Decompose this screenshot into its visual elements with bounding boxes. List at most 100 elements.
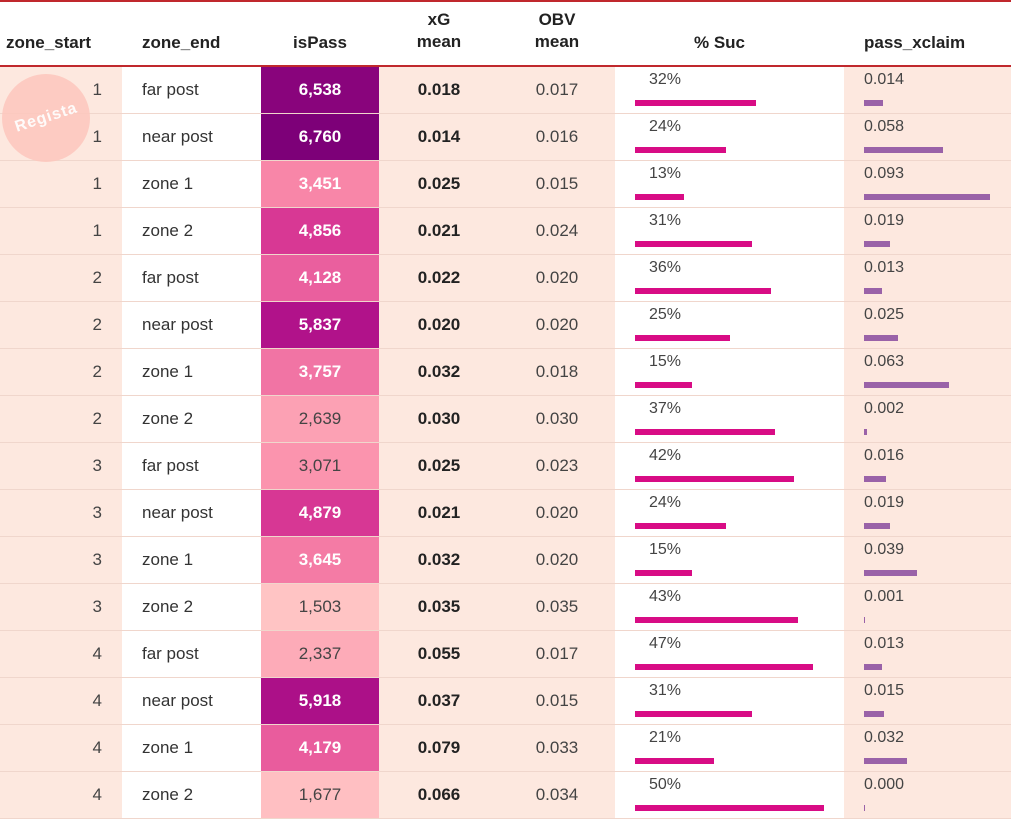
suc-label: 31% <box>649 681 682 699</box>
zone-end-cell: zone 2 <box>122 207 261 255</box>
suc-bar <box>635 381 692 388</box>
regista-watermark-logo: Regista <box>2 74 90 162</box>
xclaim-cell: 0.025 <box>844 301 1011 349</box>
table-row: 4 zone 1 4,179 0.079 0.033 21% 0.032 <box>0 724 1011 772</box>
xclaim-label: 0.001 <box>864 587 905 605</box>
xg-mean-cell: 0.025 <box>379 442 499 490</box>
xg-mean-cell: 0.032 <box>379 536 499 584</box>
suc-cell: 24% <box>615 113 844 161</box>
suc-bar <box>635 522 726 529</box>
zone-end-cell: near post <box>122 113 261 161</box>
ispass-cell: 3,071 <box>261 442 379 490</box>
zone-end-cell: far post <box>122 66 261 114</box>
xclaim-label: 0.025 <box>864 305 905 323</box>
suc-bar <box>635 804 824 811</box>
suc-cell: 42% <box>615 442 844 490</box>
suc-cell: 37% <box>615 395 844 443</box>
zone-end-cell: far post <box>122 630 261 678</box>
header-ispass[interactable]: isPass <box>293 33 347 52</box>
xclaim-bar <box>864 569 917 576</box>
obv-mean-cell: 0.030 <box>499 395 615 443</box>
xclaim-bar <box>864 616 865 623</box>
ispass-cell: 6,760 <box>261 113 379 161</box>
xg-mean-cell: 0.018 <box>379 66 499 114</box>
xclaim-bar <box>864 522 890 529</box>
table-row: 3 far post 3,071 0.025 0.023 42% 0.016 <box>0 442 1011 490</box>
zone-start-cell: 3 <box>0 442 122 490</box>
ispass-cell: 5,837 <box>261 301 379 349</box>
ispass-cell: 1,677 <box>261 771 379 819</box>
table-row: 1 zone 1 3,451 0.025 0.015 13% 0.093 <box>0 160 1011 208</box>
zone-end-cell: zone 1 <box>122 536 261 584</box>
suc-label: 25% <box>649 305 682 323</box>
table-row: 2 zone 2 2,639 0.030 0.030 37% 0.002 <box>0 395 1011 443</box>
header-zone-start[interactable]: zone_start <box>6 33 92 52</box>
xg-mean-cell: 0.014 <box>379 113 499 161</box>
zone-start-cell: 4 <box>0 677 122 725</box>
header-xg-mean[interactable]: xG mean <box>379 2 499 66</box>
zone-end-cell: zone 1 <box>122 348 261 396</box>
xclaim-bar <box>864 804 865 811</box>
suc-bar <box>635 757 714 764</box>
suc-bar <box>635 710 752 717</box>
suc-cell: 15% <box>615 348 844 396</box>
top-rule <box>0 0 1011 2</box>
obv-mean-cell: 0.017 <box>499 66 615 114</box>
ispass-cell: 2,639 <box>261 395 379 443</box>
xg-mean-cell: 0.037 <box>379 677 499 725</box>
xclaim-cell: 0.000 <box>844 771 1011 819</box>
table-body: 1 far post 6,538 0.018 0.017 32% 0.014 1 near po… <box>0 66 1011 819</box>
suc-cell: 31% <box>615 207 844 255</box>
suc-bar <box>635 193 684 200</box>
zone-start-cell: 3 <box>0 583 122 631</box>
header-suc[interactable]: % Suc <box>693 33 746 52</box>
suc-bar <box>635 240 752 247</box>
xclaim-bar <box>864 334 898 341</box>
suc-label: 13% <box>649 164 682 182</box>
ispass-cell: 4,879 <box>261 489 379 537</box>
obv-mean-cell: 0.015 <box>499 160 615 208</box>
suc-label: 50% <box>649 775 682 793</box>
ispass-cell: 4,856 <box>261 207 379 255</box>
obv-mean-cell: 0.015 <box>499 677 615 725</box>
zone-start-cell: 2 <box>0 301 122 349</box>
suc-label: 32% <box>649 71 682 88</box>
obv-mean-cell: 0.024 <box>499 207 615 255</box>
zone-start-cell: 2 <box>0 348 122 396</box>
suc-cell: 24% <box>615 489 844 537</box>
suc-cell: 43% <box>615 583 844 631</box>
obv-mean-cell: 0.020 <box>499 301 615 349</box>
suc-bar <box>635 569 692 576</box>
xclaim-bar <box>864 193 990 200</box>
watermark-text: Regista <box>12 99 80 136</box>
header-zone-end[interactable]: zone_end <box>142 33 221 52</box>
xclaim-cell: 0.016 <box>844 442 1011 490</box>
obv-mean-cell: 0.016 <box>499 113 615 161</box>
zone-start-cell: 4 <box>0 771 122 819</box>
suc-cell: 47% <box>615 630 844 678</box>
suc-label: 24% <box>649 117 682 135</box>
header-row: zone_start zone_end isPass xG mean OBV mea… <box>0 2 1011 66</box>
table-row: 2 near post 5,837 0.020 0.020 25% 0.025 <box>0 301 1011 349</box>
xclaim-label: 0.014 <box>864 71 905 88</box>
obv-mean-cell: 0.018 <box>499 348 615 396</box>
header-pass-xclaim[interactable]: pass_xclaim <box>864 33 966 52</box>
suc-cell: 15% <box>615 536 844 584</box>
table-row: 1 near post 6,760 0.014 0.016 24% 0.058 <box>0 113 1011 161</box>
xclaim-cell: 0.014 <box>844 66 1011 114</box>
suc-cell: 25% <box>615 301 844 349</box>
header-obv-mean[interactable]: OBV mean <box>499 2 615 66</box>
suc-bar <box>635 334 730 341</box>
table-row: 2 far post 4,128 0.022 0.020 36% 0.013 <box>0 254 1011 302</box>
ispass-cell: 4,179 <box>261 724 379 772</box>
xg-mean-cell: 0.020 <box>379 301 499 349</box>
zone-start-cell: 3 <box>0 536 122 584</box>
xclaim-bar <box>864 146 943 153</box>
suc-label: 37% <box>649 399 682 417</box>
xclaim-bar <box>864 287 882 294</box>
header-obv-line1: OBV <box>538 10 576 29</box>
suc-bar <box>635 100 756 106</box>
xclaim-label: 0.019 <box>864 493 905 511</box>
xclaim-label: 0.000 <box>864 775 905 793</box>
